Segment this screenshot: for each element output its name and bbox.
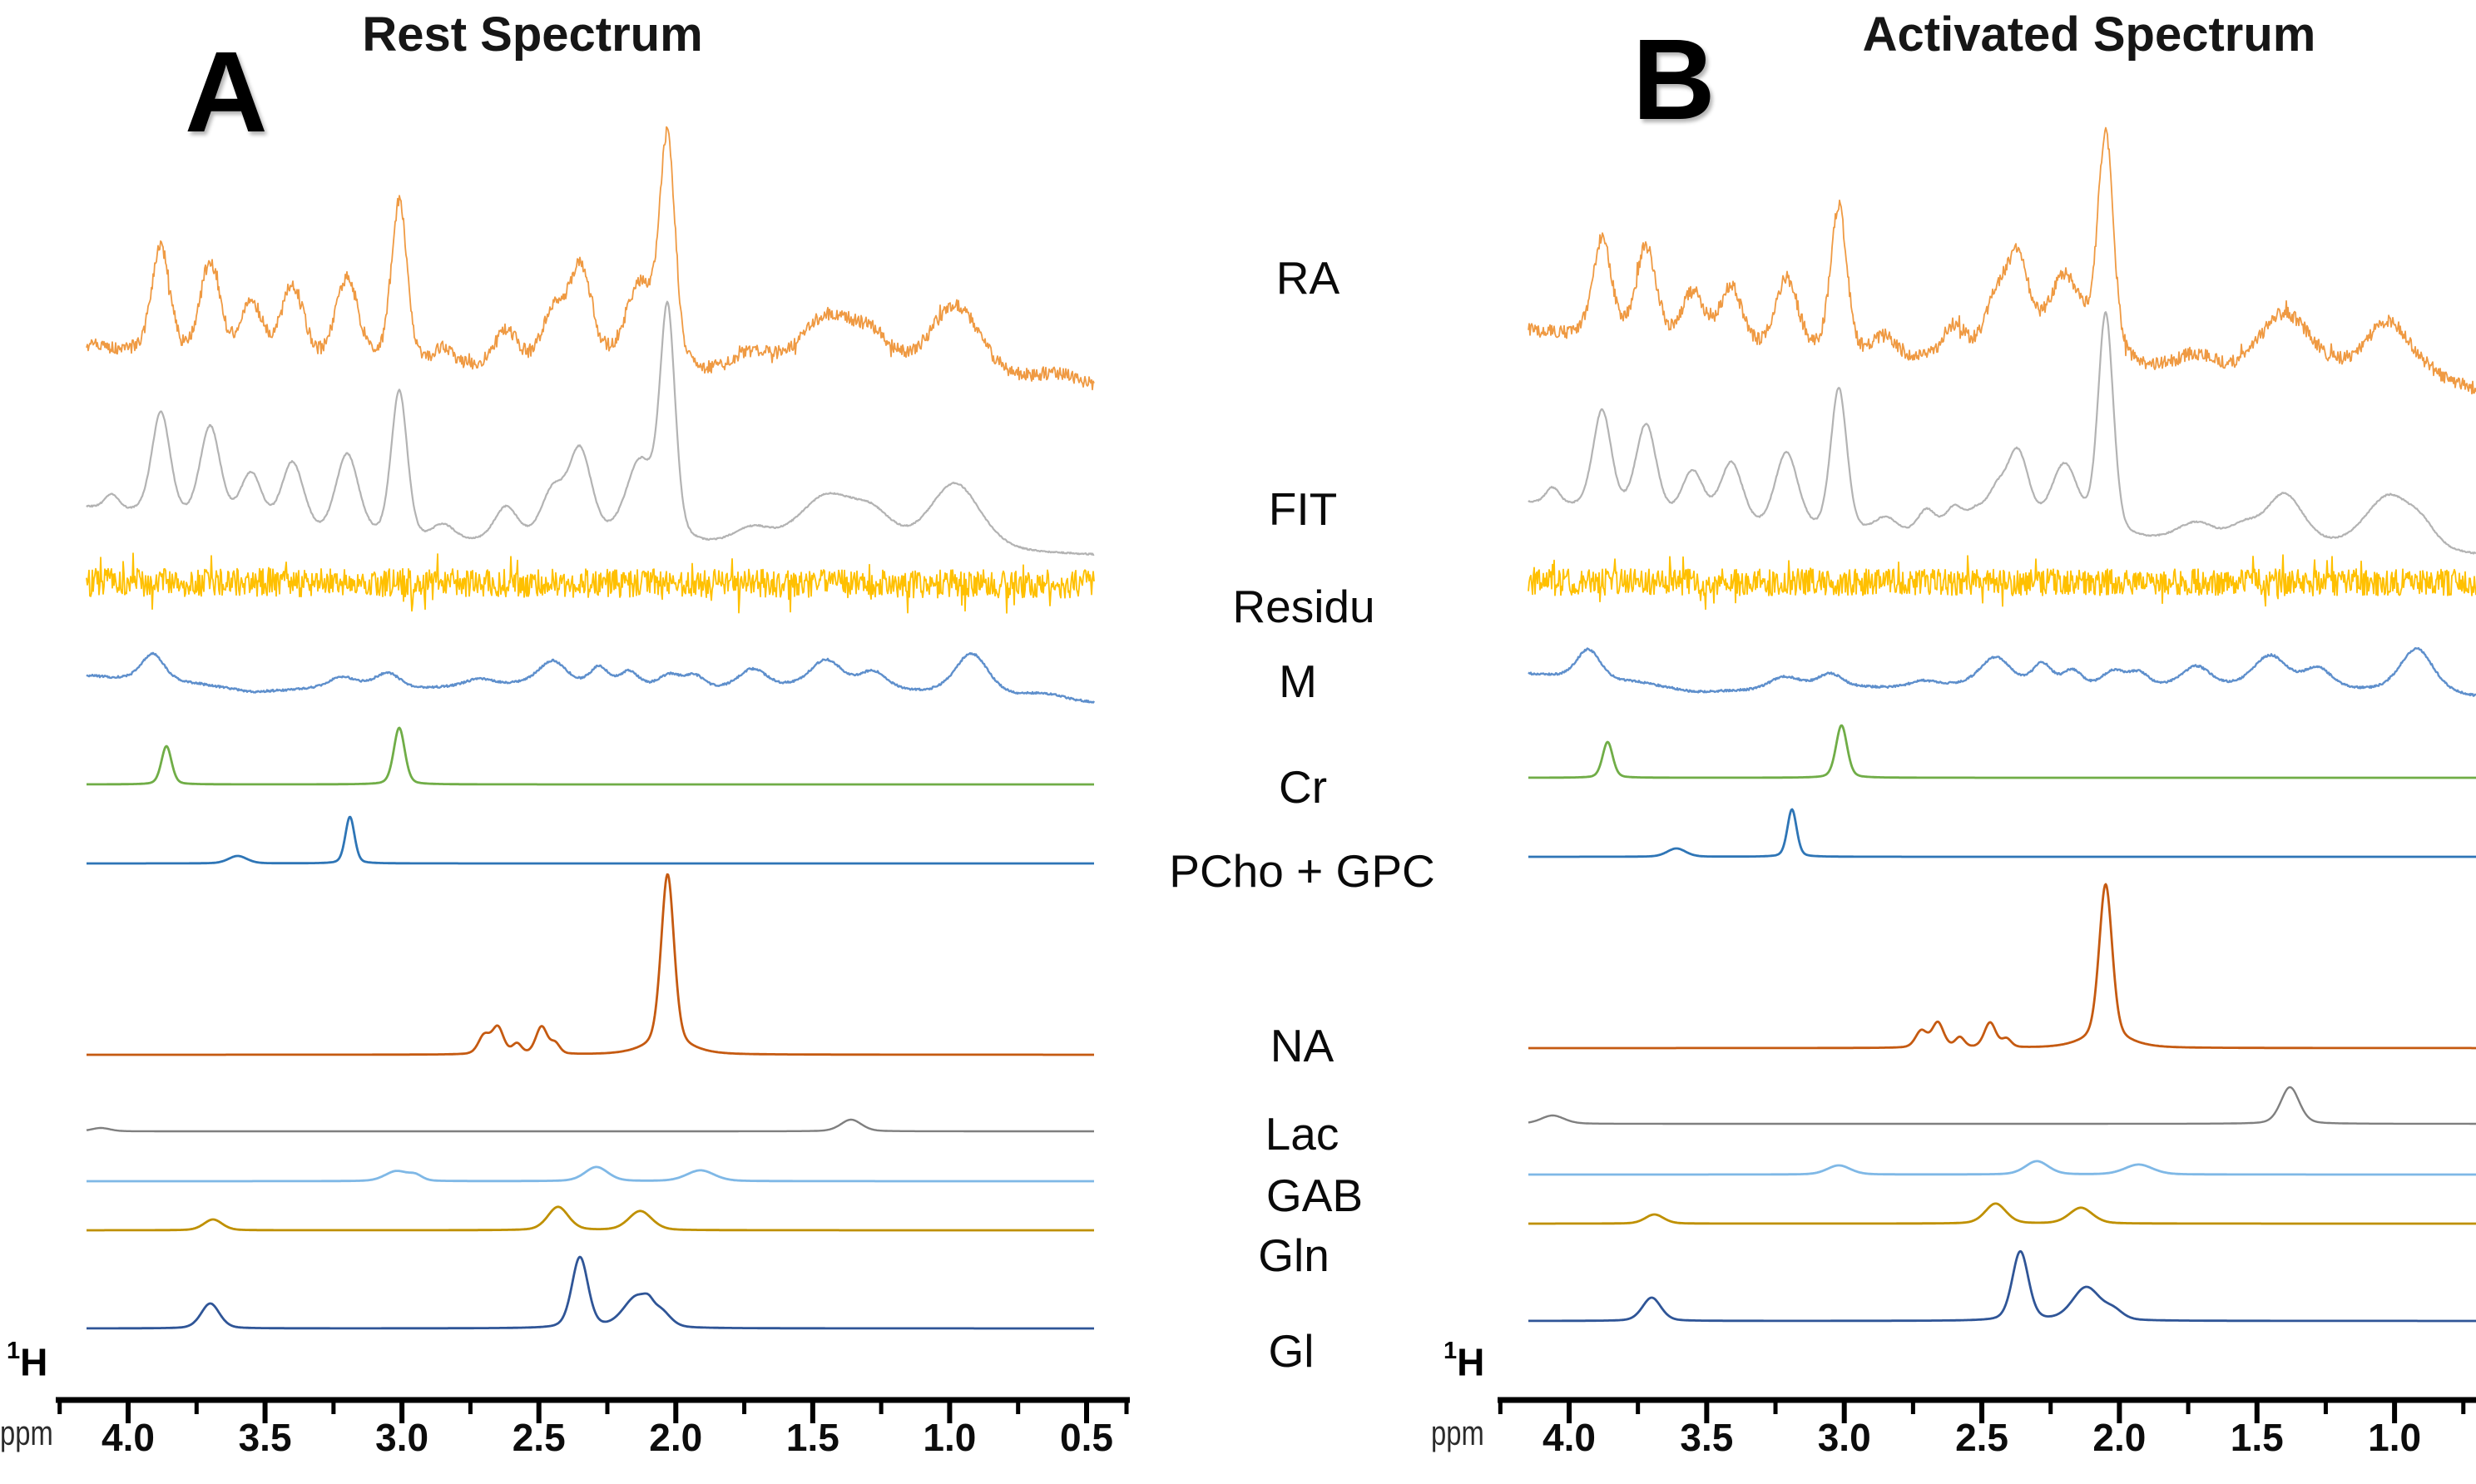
trace-activated-pchogpc	[1528, 808, 2476, 858]
trace-activated-lac	[1528, 1086, 2476, 1125]
trace-activated-ra	[1528, 126, 2476, 395]
trace-rest-residu	[86, 552, 1095, 614]
row-label-cr: Cr	[1278, 761, 1328, 813]
row-label-pchogpc: PCho + GPC	[1169, 845, 1435, 897]
tick-label-3.0: 3.0	[1817, 1416, 1871, 1459]
tick-label-2.0: 2.0	[649, 1416, 703, 1459]
panel-b-letter: B	[1632, 16, 1716, 144]
panel-a-letter: A	[185, 28, 268, 156]
panel-b-ppm-label: ppm	[1431, 1413, 1484, 1452]
trace-activated-m	[1528, 647, 2476, 697]
trace-activated-gln	[1528, 1202, 2476, 1225]
nucleus-superscript: 1	[7, 1338, 21, 1364]
tick-label-0.5: 0.5	[1060, 1416, 1113, 1459]
tick-label-2.5: 2.5	[1955, 1416, 2009, 1459]
tick-label-4.0: 4.0	[1543, 1416, 1596, 1459]
tick-label-2.5: 2.5	[512, 1416, 566, 1459]
trace-activated-gab	[1528, 1160, 2476, 1176]
trace-rest-ra	[86, 126, 1095, 391]
tick-label-3.0: 3.0	[375, 1416, 429, 1459]
tick-label-1.0: 1.0	[2368, 1416, 2422, 1459]
tick-label-1.0: 1.0	[923, 1416, 977, 1459]
trace-activated-cr	[1528, 724, 2476, 779]
panel-a-nucleus-label: 1H	[7, 1339, 48, 1384]
panel-b-title: Activated Spectrum	[1862, 7, 2316, 62]
nucleus-superscript: 1	[1444, 1338, 1458, 1364]
panel-a-title: Rest Spectrum	[362, 7, 703, 62]
trace-activated-residu	[1528, 554, 2476, 611]
tick-label-2.0: 2.0	[2092, 1416, 2147, 1459]
tick-label-1.5: 1.5	[2230, 1416, 2284, 1459]
trace-rest-pchogpc	[86, 815, 1095, 865]
trace-rest-fit	[86, 300, 1095, 556]
nucleus-symbol: H	[1457, 1340, 1485, 1384]
trace-activated-gl	[1528, 1249, 2476, 1323]
tick-label-1.5: 1.5	[785, 1416, 839, 1459]
panel-b-nucleus-label: 1H	[1444, 1339, 1485, 1384]
row-label-m: M	[1279, 655, 1317, 707]
nucleus-symbol: H	[20, 1340, 48, 1384]
tick-label-4.0: 4.0	[102, 1416, 155, 1459]
trace-rest-na	[86, 873, 1095, 1056]
tick-label-3.5: 3.5	[238, 1416, 292, 1459]
trace-rest-gl	[86, 1255, 1095, 1330]
trace-rest-cr	[86, 726, 1095, 786]
row-label-gln: Gln	[1258, 1229, 1330, 1281]
row-label-lac: Lac	[1265, 1108, 1340, 1160]
row-label-gl: Gl	[1268, 1325, 1315, 1377]
row-label-ra: RA	[1275, 252, 1340, 304]
trace-activated-fit	[1528, 311, 2476, 555]
trace-rest-lac	[86, 1118, 1095, 1133]
trace-activated-na	[1528, 883, 2476, 1050]
trace-rest-gab	[86, 1165, 1095, 1183]
row-label-na: NA	[1270, 1020, 1335, 1071]
tick-label-3.5: 3.5	[1680, 1416, 1734, 1459]
row-label-fit: FIT	[1268, 483, 1338, 535]
row-label-gab: GAB	[1265, 1170, 1364, 1221]
row-label-residu: Residu	[1232, 581, 1375, 632]
trace-rest-gln	[86, 1205, 1095, 1232]
panel-a-ppm-label: ppm	[0, 1413, 53, 1452]
trace-rest-m	[86, 651, 1096, 704]
